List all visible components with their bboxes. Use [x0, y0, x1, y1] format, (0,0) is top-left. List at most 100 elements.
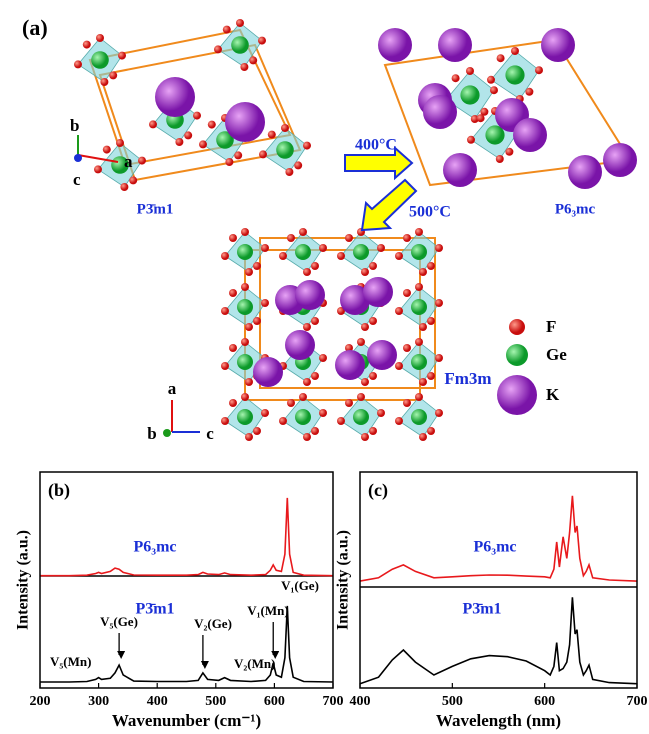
- axis-letter: b: [147, 424, 156, 443]
- k-atom: [363, 277, 393, 307]
- panel-label: (b): [48, 480, 70, 501]
- x-tick-label: 700: [627, 694, 648, 709]
- k-atom: [335, 350, 365, 380]
- ge-atom: [237, 354, 253, 370]
- f-atom: [229, 234, 237, 242]
- ge-atom: [276, 141, 294, 159]
- f-atom: [435, 409, 443, 417]
- f-atom: [221, 417, 229, 425]
- x-tick-label: 200: [30, 694, 51, 709]
- ge-atom: [231, 36, 249, 54]
- f-atom: [361, 268, 369, 276]
- y-axis-title: Intensity (a.u.): [15, 530, 32, 630]
- f-atom: [511, 47, 519, 55]
- f-atom: [490, 86, 498, 94]
- f-atom: [241, 283, 249, 291]
- ge-atom: [505, 65, 524, 84]
- f-atom: [285, 168, 293, 176]
- k-atom: [295, 280, 325, 310]
- f-atom: [395, 362, 403, 370]
- f-atom: [525, 88, 533, 96]
- ge-atom: [460, 85, 479, 104]
- arrow-label: 400°C: [355, 137, 397, 154]
- f-atom: [311, 372, 319, 380]
- panel-label: (a): [22, 15, 48, 40]
- f-atom: [311, 262, 319, 270]
- f-atom: [116, 139, 124, 147]
- f-atom: [467, 136, 475, 144]
- f-atom: [466, 67, 474, 75]
- f-atom: [535, 66, 543, 74]
- f-atom: [249, 56, 257, 64]
- f-atom: [415, 393, 423, 401]
- legend-atom: [506, 344, 528, 366]
- spectrum-line: [40, 606, 333, 682]
- f-atom: [427, 317, 435, 325]
- k-atom: [253, 357, 283, 387]
- f-atom: [427, 372, 435, 380]
- axis-arrow: [163, 429, 171, 437]
- x-tick-label: 300: [88, 694, 109, 709]
- x-axis-title: Wavenumber (cm⁻¹): [112, 711, 261, 730]
- k-atom: [541, 28, 575, 62]
- x-tick-label: 700: [323, 694, 344, 709]
- x-tick-label: 400: [147, 694, 168, 709]
- f-atom: [403, 399, 411, 407]
- f-atom: [118, 52, 126, 60]
- k-atom: [438, 28, 472, 62]
- f-atom: [319, 409, 327, 417]
- f-atom: [497, 54, 505, 62]
- legend-label: Ge: [546, 345, 567, 364]
- f-atom: [403, 344, 411, 352]
- structure-label: Fm3m: [444, 369, 491, 388]
- f-atom: [311, 317, 319, 325]
- f-atom: [345, 399, 353, 407]
- f-atom: [259, 150, 267, 158]
- x-tick-label: 500: [442, 694, 463, 709]
- f-atom: [369, 427, 377, 435]
- f-atom: [214, 45, 222, 53]
- f-atom: [361, 323, 369, 331]
- f-atom: [395, 417, 403, 425]
- f-atom: [496, 155, 504, 163]
- ge-atom: [295, 409, 311, 425]
- k-atom: [285, 330, 315, 360]
- f-atom: [369, 372, 377, 380]
- f-atom: [241, 338, 249, 346]
- f-atom: [109, 71, 117, 79]
- f-atom: [419, 378, 427, 386]
- f-atom: [96, 34, 104, 42]
- f-atom: [303, 433, 311, 441]
- legend-label: F: [546, 317, 556, 336]
- f-atom: [120, 183, 128, 191]
- f-atom: [419, 323, 427, 331]
- f-atom: [311, 427, 319, 435]
- f-atom: [193, 112, 201, 120]
- y-axis-title: Intensity (a.u.): [335, 530, 352, 630]
- k-atom: [603, 143, 637, 177]
- f-atom: [268, 131, 276, 139]
- arrow-label: 500°C: [409, 204, 451, 221]
- peak-annotation: V₂(Mn): [234, 656, 275, 671]
- f-atom: [281, 124, 289, 132]
- f-atom: [337, 417, 345, 425]
- f-atom: [199, 140, 207, 148]
- f-atom: [236, 19, 244, 27]
- axis-letter: a: [124, 152, 133, 171]
- x-tick-label: 500: [205, 694, 226, 709]
- f-atom: [287, 399, 295, 407]
- peak-annotation: V₂(Ge): [194, 616, 232, 631]
- structure-label: P6₃mc: [555, 201, 596, 217]
- x-tick-label: 600: [534, 694, 555, 709]
- k-atom: [155, 77, 195, 117]
- ge-atom: [295, 244, 311, 260]
- f-atom: [419, 268, 427, 276]
- f-atom: [415, 228, 423, 236]
- legend-atom: [509, 319, 525, 335]
- figure: (a) P3̄m1 P6₃mc Fm3m 400°C 500°C b a c a…: [0, 0, 649, 734]
- ge-atom: [237, 244, 253, 260]
- k-atom: [225, 102, 265, 142]
- f-atom: [240, 63, 248, 71]
- f-atom: [241, 393, 249, 401]
- f-atom: [357, 393, 365, 401]
